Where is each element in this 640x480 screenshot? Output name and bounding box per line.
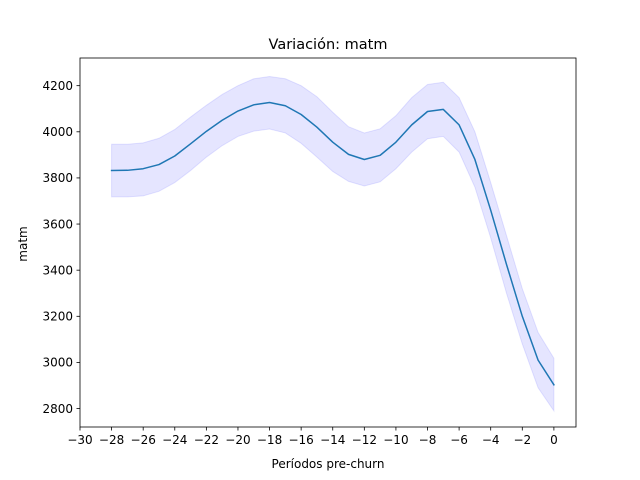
y-tick-label: 3800	[42, 171, 73, 185]
series-line	[110, 101, 555, 386]
x-tick-label: −18	[257, 433, 282, 447]
y-tick-label: 3000	[42, 356, 73, 370]
x-tick-label: −2	[513, 433, 531, 447]
plot-area	[110, 75, 555, 413]
y-tick-label: 4200	[42, 79, 73, 93]
x-axis-label: Períodos pre-churn	[272, 457, 385, 471]
x-tick-label: −4	[482, 433, 500, 447]
plot-frame	[79, 57, 577, 428]
y-axis-label: matm	[16, 226, 30, 261]
x-tick-label: −24	[162, 433, 187, 447]
x-tick-label: −22	[194, 433, 219, 447]
x-tick-label: −20	[225, 433, 250, 447]
confidence-band	[111, 75, 555, 413]
x-tick-label: −10	[383, 433, 408, 447]
x-tick-label: −28	[99, 433, 124, 447]
x-tick-label: −8	[419, 433, 437, 447]
y-tick-label: 3600	[42, 217, 73, 231]
y-tick-label: 3400	[42, 263, 73, 277]
x-tick-label: 0	[550, 433, 558, 447]
chart-title: Variación: matm	[269, 37, 388, 53]
x-tick-label: −6	[450, 433, 468, 447]
y-tick-label: 3200	[42, 310, 73, 324]
x-tick-label: −12	[352, 433, 377, 447]
x-tick-label: −14	[320, 433, 345, 447]
y-tick-label: 2800	[42, 402, 73, 416]
x-tick-label: −26	[131, 433, 156, 447]
axes: −30 −28 −26 −24 −22 −20 −18 −16 −14 −12 −10 −8 −6 −4−…	[42, 57, 577, 447]
x-tick-label: −16	[288, 433, 313, 447]
y-tick-label: 4000	[42, 125, 73, 139]
x-tick-label: −30	[67, 433, 92, 447]
